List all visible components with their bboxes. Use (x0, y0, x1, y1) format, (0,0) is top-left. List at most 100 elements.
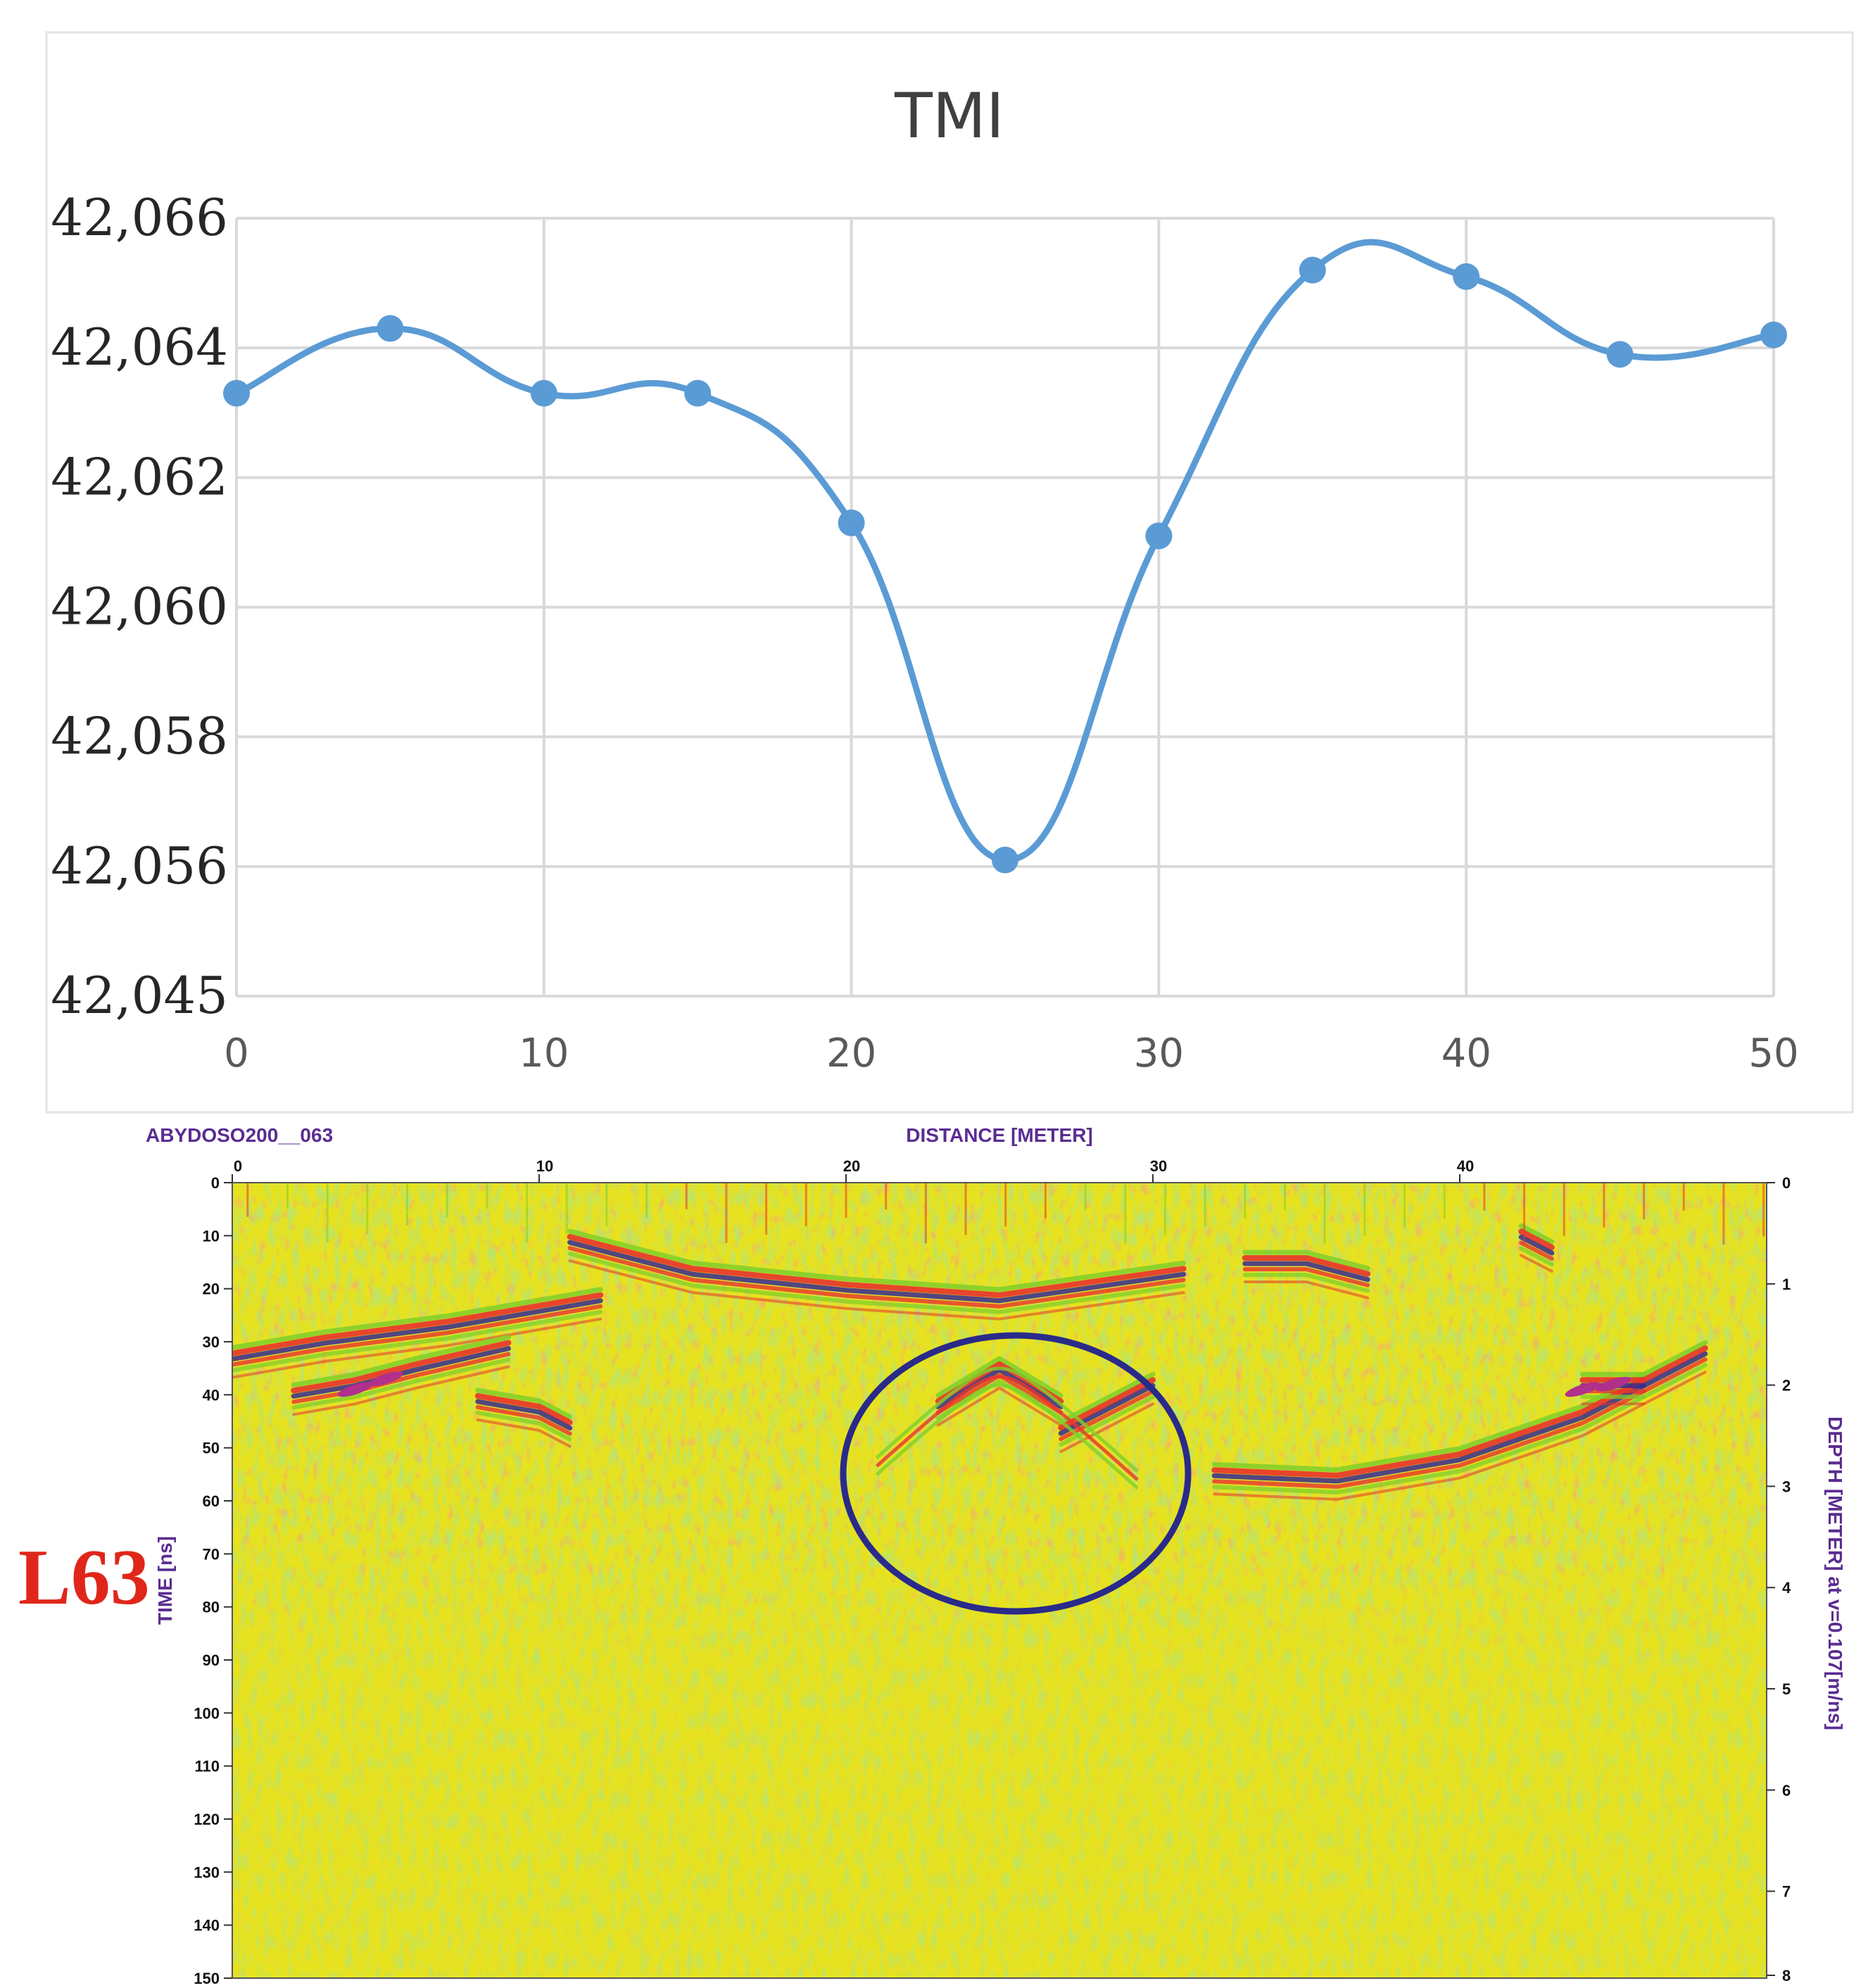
tmi-x-tick-label: 0 (224, 1031, 249, 1076)
gpr-reflector (1242, 1255, 1371, 1277)
gpr-y-axis-label: TIME [ns] (154, 1536, 176, 1625)
gpr-reflector (232, 1298, 603, 1362)
tmi-y-tick-label: 42,066 (51, 188, 228, 247)
gpr-reflector (291, 1340, 512, 1394)
tmi-y-tick-labels: 42,045 42,056 42,058 42,060 42,062 42,064 42,0… (51, 188, 228, 1025)
gpr-reflector (1242, 1250, 1370, 1271)
gpr-hyperbola (875, 1366, 1139, 1473)
gpr-reflector (1243, 1281, 1370, 1300)
gpr-reflector (1059, 1389, 1155, 1442)
gpr-texture-upper (232, 1183, 1767, 1978)
gpr-reflector (476, 1418, 572, 1448)
gpr-strong-reflection (1565, 1382, 1601, 1397)
gpr-reflector (1519, 1240, 1554, 1261)
gpr-reflector (232, 1317, 602, 1379)
gpr-reflector (567, 1240, 1187, 1304)
gpr-strong-reflection (1596, 1376, 1631, 1392)
tmi-data-point (992, 846, 1018, 874)
tmi-data-point (1299, 256, 1326, 284)
gpr-time-tick-label: 10 (203, 1227, 220, 1245)
gpr-hyperbola (875, 1375, 1139, 1481)
gpr-reflector (568, 1259, 1185, 1321)
gpr-depth-tick-label: 0 (1782, 1174, 1791, 1192)
tmi-y-tick-label: 42,058 (51, 707, 228, 766)
gpr-time-tick-label: 130 (194, 1863, 220, 1881)
tmi-data-point (1145, 522, 1173, 550)
gpr-reflector (1212, 1363, 1708, 1495)
tmi-chart-frame (45, 31, 1854, 1114)
tmi-y-tick-label: 42,056 (51, 836, 228, 895)
tmi-data-point (1453, 263, 1480, 290)
gpr-reflector (475, 1404, 572, 1436)
tmi-y-tick-label: 42,062 (51, 447, 228, 506)
tmi-x-tick-labels: 0 10 20 30 40 50 (224, 1031, 1798, 1076)
gpr-x-tick-label: 40 (1457, 1157, 1474, 1175)
gpr-reflector (935, 1356, 1064, 1398)
gpr-reflector (232, 1304, 603, 1367)
tmi-x-tick-label: 20 (826, 1031, 876, 1076)
gpr-x-tick-label: 0 (234, 1157, 242, 1175)
gpr-time-tick-label: 20 (203, 1281, 220, 1298)
gpr-depth-tick-label: 3 (1782, 1478, 1791, 1495)
gpr-reflector (1520, 1254, 1553, 1273)
gpr-profile-name: ABYDOSO200__063 (146, 1124, 333, 1146)
gpr-reflector (1213, 1371, 1707, 1501)
gpr-x-ticks: 0 10 20 30 40 (232, 1157, 1474, 1183)
gpr-reflector (475, 1388, 573, 1419)
gpr-reflector (292, 1365, 510, 1416)
tmi-data-point (223, 379, 250, 407)
gpr-depth-axis-label: DEPTH [METER] at v=0.107[m/ns] (1824, 1416, 1846, 1730)
gpr-reflector (1058, 1371, 1156, 1425)
gpr-reflector (567, 1251, 1186, 1314)
tmi-y-tick-label: 42,060 (51, 577, 228, 636)
anomaly-highlight-ellipse (840, 1332, 1192, 1615)
gpr-reflector (1059, 1402, 1154, 1454)
gpr-time-tick-label: 90 (203, 1652, 220, 1669)
gpr-x-tick-label: 10 (536, 1157, 553, 1175)
gpr-time-tick-label: 100 (194, 1704, 220, 1722)
gpr-reflector (936, 1386, 1063, 1427)
gpr-reflector (474, 1392, 573, 1426)
gpr-depth-tick-label: 1 (1782, 1276, 1791, 1293)
tmi-chart-title: TMI (894, 80, 1004, 152)
gpr-depth-tick-label: 2 (1782, 1377, 1791, 1395)
gpr-reflector (232, 1309, 603, 1373)
gpr-time-tick-label: 150 (194, 1970, 220, 1987)
gpr-time-tick-label: 110 (195, 1758, 220, 1775)
gpr-reflector (567, 1245, 1186, 1309)
gpr-depth-tick-label: 6 (1782, 1782, 1791, 1799)
gpr-time-tick-label: 50 (203, 1440, 220, 1457)
gpr-time-tick-label: 30 (203, 1333, 220, 1351)
gpr-x-tick-label: 20 (843, 1157, 860, 1175)
line-id-label: L63 (18, 1534, 150, 1621)
gpr-radargram: ABYDOSO200__063 DISTANCE [METER] TIME [n… (18, 1124, 1846, 1987)
gpr-time-tick-label: 70 (203, 1545, 220, 1563)
gpr-strong-reflection (337, 1382, 373, 1397)
gpr-strong-reflection (368, 1371, 403, 1387)
gpr-reflector (567, 1233, 1187, 1298)
tmi-data-point (530, 379, 557, 407)
tmi-data-points (223, 256, 1787, 874)
gpr-reflector (475, 1410, 572, 1442)
gpr-reflector (291, 1335, 511, 1388)
gpr-reflector (1242, 1267, 1370, 1288)
gpr-time-tick-label: 60 (203, 1492, 220, 1510)
gpr-image (232, 1183, 1767, 1978)
gpr-reflector (1242, 1273, 1370, 1293)
gpr-reflector (567, 1228, 1187, 1292)
gpr-time-tick-label: 0 (211, 1174, 220, 1192)
gpr-frame (232, 1182, 1767, 1979)
tmi-x-tick-label: 40 (1441, 1031, 1491, 1076)
tmi-x-tick-label: 50 (1748, 1031, 1798, 1076)
gpr-depth-tick-label: 8 (1782, 1967, 1791, 1984)
gpr-time-tick-label: 80 (203, 1599, 220, 1616)
gpr-reflector (232, 1292, 604, 1357)
gpr-time-tick-label: 120 (194, 1811, 220, 1828)
gpr-x-tick-label: 30 (1150, 1157, 1167, 1175)
gpr-reflector (1518, 1234, 1555, 1256)
tmi-data-point (838, 509, 865, 536)
gpr-hyperbola (875, 1383, 1139, 1490)
gpr-depth-ticks: 0 1 2 3 4 5 6 7 8 (1767, 1174, 1791, 1984)
